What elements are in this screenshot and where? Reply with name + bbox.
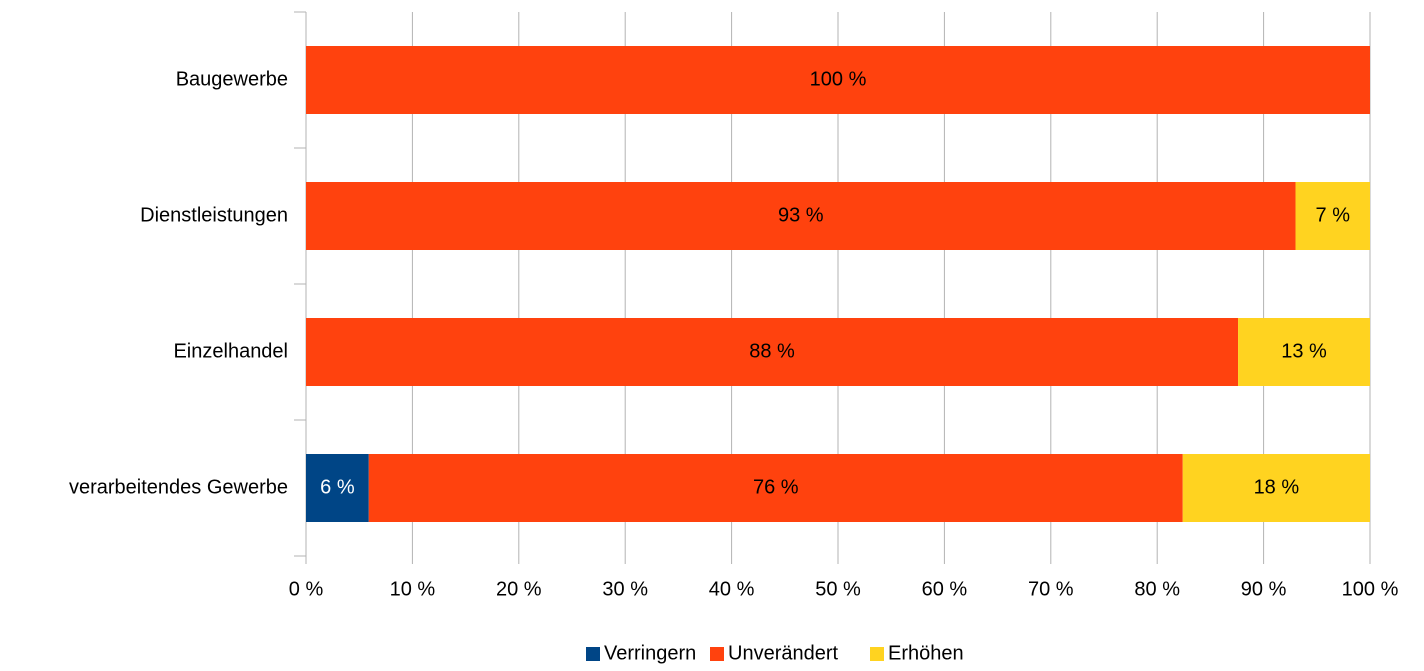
legend-label: Verringern: [604, 642, 696, 664]
legend-label: Erhöhen: [888, 642, 964, 664]
x-tick-label: 70 %: [1028, 578, 1074, 600]
legend-swatch: [710, 647, 724, 661]
data-label: 7 %: [1316, 204, 1351, 226]
x-tick-label: 80 %: [1134, 578, 1180, 600]
x-tick-label: 0 %: [289, 578, 324, 600]
bar-segment: [306, 318, 1239, 386]
data-label: 18 %: [1254, 476, 1300, 498]
data-label: 88 %: [749, 340, 795, 362]
y-tick-label: Baugewerbe: [176, 68, 288, 90]
bar-segment: [368, 454, 1183, 522]
bar-segment: [306, 182, 1296, 250]
x-tick-label: 30 %: [602, 578, 648, 600]
bar-segment: [306, 46, 1370, 114]
x-tick-label: 10 %: [390, 578, 436, 600]
legend-swatch: [870, 647, 884, 661]
data-label: 13 %: [1281, 340, 1327, 362]
x-tick-label: 40 %: [709, 578, 755, 600]
legend-label: Unverändert: [728, 642, 839, 664]
legend-swatch: [586, 647, 600, 661]
x-tick-label: 50 %: [815, 578, 861, 600]
data-label: 93 %: [778, 204, 824, 226]
x-tick-label: 90 %: [1241, 578, 1287, 600]
bar-segment: [1295, 182, 1370, 250]
data-label: 76 %: [753, 476, 799, 498]
y-tick-label: Einzelhandel: [173, 340, 288, 362]
bar-segment: [1182, 454, 1370, 522]
bar-segment: [1238, 318, 1370, 386]
x-tick-label: 100 %: [1342, 578, 1399, 600]
y-tick-label: Dienstleistungen: [140, 204, 288, 226]
x-tick-label: 20 %: [496, 578, 542, 600]
data-label: 6 %: [320, 476, 355, 498]
x-tick-label: 60 %: [922, 578, 968, 600]
data-label: 100 %: [810, 68, 867, 90]
bar-segment: [306, 454, 369, 522]
y-tick-label: verarbeitendes Gewerbe: [69, 476, 288, 498]
